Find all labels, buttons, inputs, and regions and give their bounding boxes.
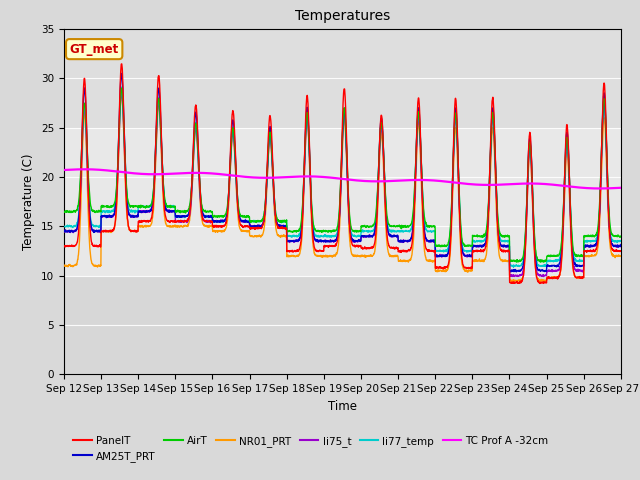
li77_temp [584, 239, 591, 245]
NR01_PRT [359, 253, 367, 259]
AM25T_PRT [504, 242, 512, 248]
NR01_PRT [504, 258, 512, 264]
TC Prof A -32cm [359, 178, 367, 184]
NR01_PRT [60, 263, 68, 269]
PanelT [617, 249, 625, 254]
AirT [568, 235, 576, 241]
AirT [540, 259, 547, 265]
PanelT [568, 252, 576, 257]
li77_temp [509, 264, 517, 270]
Line: NR01_PRT: NR01_PRT [64, 92, 621, 281]
TC Prof A -32cm [371, 179, 379, 184]
AirT [617, 233, 625, 239]
AM25T_PRT [584, 243, 591, 249]
TC Prof A -32cm [81, 167, 89, 172]
PanelT [504, 247, 512, 253]
PanelT [536, 281, 543, 287]
li75_t [568, 248, 576, 254]
Line: li75_t: li75_t [64, 93, 621, 276]
NR01_PRT [584, 253, 591, 259]
PanelT [584, 248, 591, 253]
Line: PanelT: PanelT [64, 64, 621, 284]
li77_temp [371, 224, 379, 230]
AM25T_PRT [371, 229, 379, 235]
li77_temp [617, 238, 625, 244]
AM25T_PRT [359, 233, 367, 239]
AirT [584, 233, 591, 239]
Bar [64, 29, 621, 128]
NR01_PRT [371, 249, 379, 254]
li75_t [617, 242, 625, 248]
AM25T_PRT [617, 241, 625, 247]
NR01_PRT [216, 228, 223, 234]
TC Prof A -32cm [584, 185, 591, 191]
li75_t [371, 228, 379, 234]
AirT [371, 220, 379, 226]
AM25T_PRT [60, 228, 68, 234]
PanelT [371, 240, 379, 246]
li75_t [118, 90, 125, 96]
NR01_PRT [568, 255, 576, 261]
Line: li77_temp: li77_temp [64, 87, 621, 267]
li77_temp [60, 223, 68, 229]
Legend: PanelT, AM25T_PRT, AirT, NR01_PRT, li75_t, li77_temp, TC Prof A -32cm: PanelT, AM25T_PRT, AirT, NR01_PRT, li75_… [69, 432, 553, 466]
Text: GT_met: GT_met [70, 43, 119, 56]
li75_t [584, 243, 591, 249]
Y-axis label: Temperature (C): Temperature (C) [22, 153, 35, 250]
Line: AM25T_PRT: AM25T_PRT [64, 73, 621, 272]
li75_t [504, 243, 512, 249]
AM25T_PRT [568, 242, 576, 248]
AirT [118, 85, 125, 91]
li75_t [216, 218, 223, 224]
TC Prof A -32cm [568, 184, 575, 190]
TC Prof A -32cm [504, 181, 512, 187]
AirT [216, 214, 223, 220]
PanelT [359, 246, 367, 252]
li77_temp [118, 84, 125, 90]
NR01_PRT [541, 278, 548, 284]
NR01_PRT [617, 253, 625, 259]
li75_t [60, 228, 68, 234]
li77_temp [216, 218, 223, 224]
X-axis label: Time: Time [328, 400, 357, 413]
AM25T_PRT [507, 269, 515, 275]
li77_temp [359, 227, 367, 233]
Title: Temperatures: Temperatures [295, 10, 390, 24]
Line: TC Prof A -32cm: TC Prof A -32cm [64, 169, 621, 189]
PanelT [216, 224, 223, 229]
Line: AirT: AirT [64, 88, 621, 262]
li75_t [540, 274, 547, 279]
PanelT [60, 243, 68, 249]
Bar [64, 276, 621, 374]
li75_t [359, 233, 367, 239]
AirT [359, 223, 367, 229]
PanelT [118, 61, 125, 67]
TC Prof A -32cm [60, 167, 68, 173]
AirT [60, 209, 68, 215]
NR01_PRT [118, 89, 125, 95]
li77_temp [504, 238, 512, 243]
AM25T_PRT [118, 71, 125, 76]
TC Prof A -32cm [596, 186, 604, 192]
TC Prof A -32cm [216, 171, 223, 177]
AM25T_PRT [216, 218, 223, 224]
AirT [504, 234, 512, 240]
TC Prof A -32cm [617, 185, 625, 191]
li77_temp [568, 239, 576, 244]
